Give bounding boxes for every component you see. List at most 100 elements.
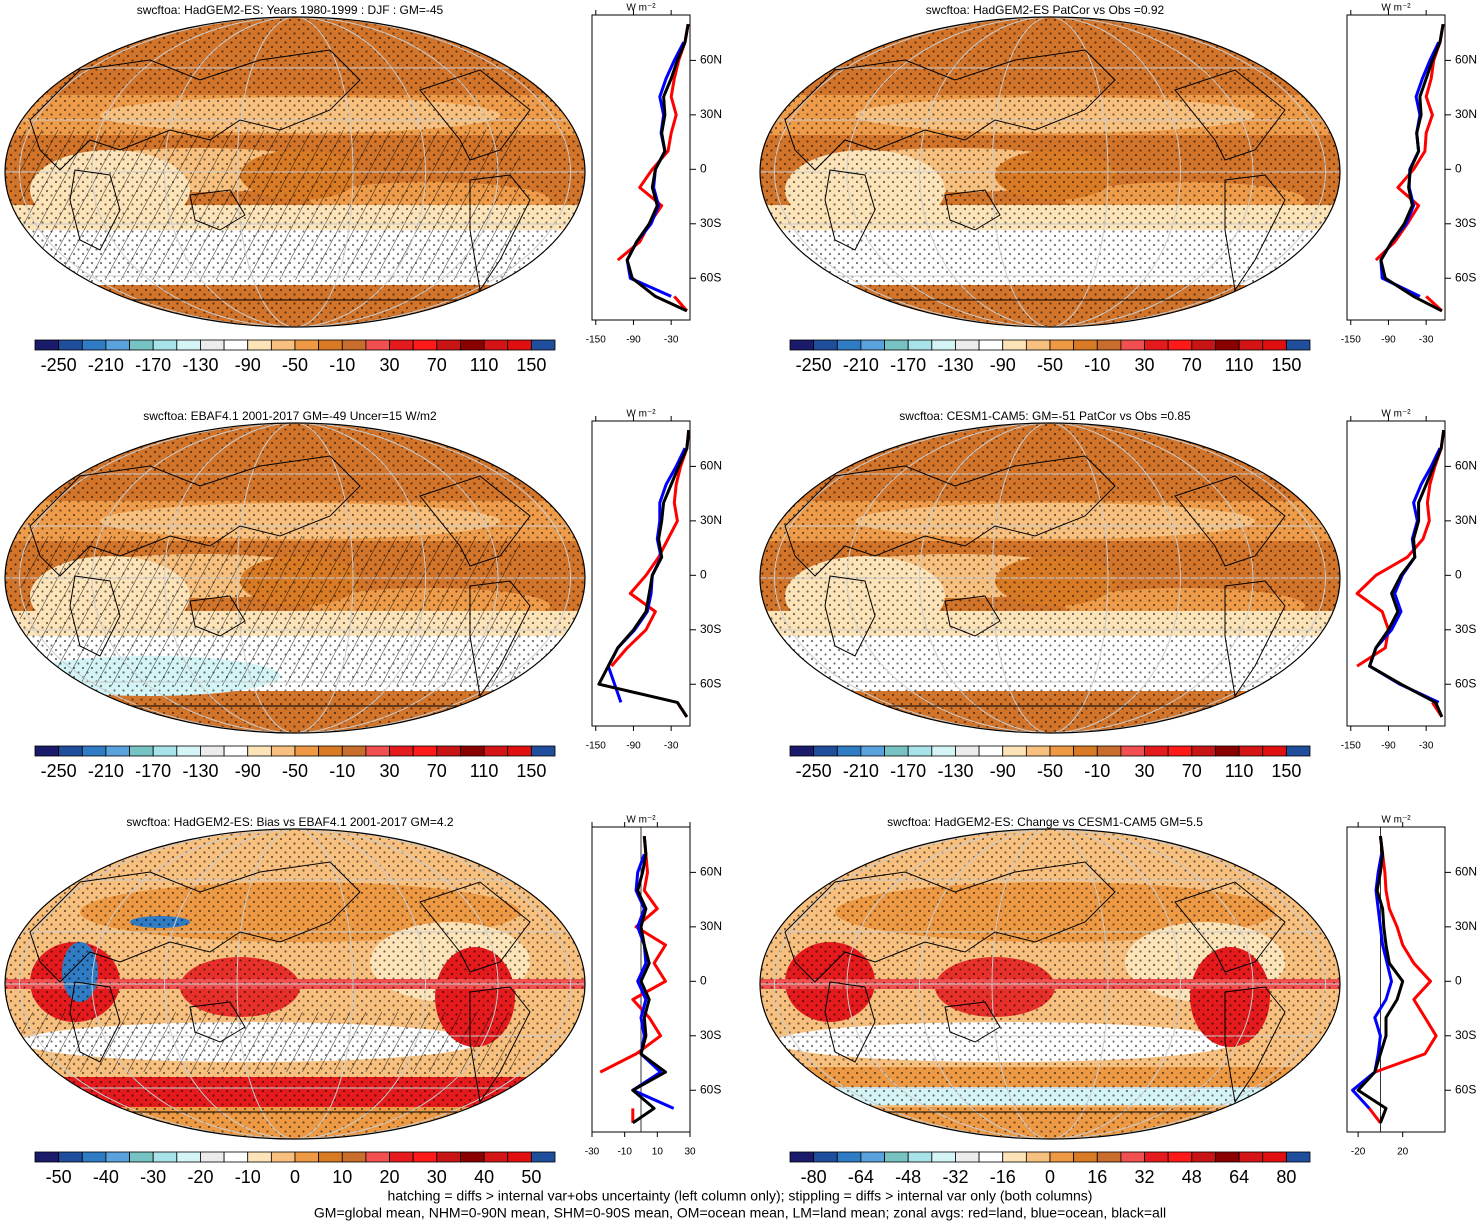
colorbar-box [978, 1151, 1004, 1163]
colorbar-box [1167, 745, 1193, 757]
y-tick-label: 0 [700, 973, 707, 987]
map [760, 17, 1340, 327]
colorbar-box [1238, 339, 1264, 351]
y-tick-label: 60S [700, 676, 721, 690]
y-tick-label: 30N [1455, 919, 1477, 933]
graticule [991, 423, 1109, 733]
graticule [236, 423, 354, 733]
graticule [19, 17, 571, 327]
colorbar-label: 30 [380, 761, 400, 781]
colorbar-box [152, 745, 178, 757]
colorbar-box [58, 339, 83, 351]
colorbar-label: -170 [135, 761, 171, 781]
colorbar-box [1167, 1151, 1193, 1163]
coastline [1224, 986, 1286, 1104]
y-tick-label: 0 [700, 567, 707, 581]
x-tick-label: -150 [586, 741, 606, 752]
colorbar-box [105, 745, 130, 757]
colorbar-box [200, 745, 225, 757]
colorbar-box [152, 339, 178, 351]
colorbar-box [1120, 339, 1145, 351]
y-tick-label: 60N [700, 459, 722, 473]
colorbar-label: -170 [890, 355, 926, 375]
colorbar-label: -32 [942, 1167, 968, 1187]
graticule [774, 829, 1326, 1139]
y-tick-label: 60S [1455, 676, 1476, 690]
colorbar-box [1167, 339, 1193, 351]
colorbar-label: 150 [1271, 355, 1301, 375]
colorbar-label: -10 [1084, 355, 1110, 375]
colorbar-box [294, 745, 320, 757]
x-tick-label: -90 [626, 741, 641, 752]
y-tick-label: 0 [1455, 161, 1462, 175]
colorbar-label: -64 [848, 1167, 874, 1187]
colorbar-label: -250 [41, 355, 77, 375]
colorbar-label: -90 [235, 761, 261, 781]
colorbar-box [176, 1151, 201, 1163]
coastline [29, 455, 361, 577]
colorbar-box [1191, 339, 1216, 351]
colorbar-box [1262, 745, 1287, 757]
colorbar-box [105, 1151, 130, 1163]
x-tick-label: -150 [1341, 741, 1361, 752]
zonal-mean-line [1368, 835, 1438, 1124]
x-tick-label: -30 [1419, 335, 1434, 346]
colorbar-box [270, 745, 296, 757]
colorbar-box [129, 339, 154, 351]
coastline [1224, 174, 1286, 292]
colorbar-label: 32 [1135, 1167, 1155, 1187]
colorbar-label: -10 [329, 355, 355, 375]
y-tick-label: 30N [700, 919, 722, 933]
panel-title: swcftoa: HadGEM2-ES: Years 1980-1999 : D… [137, 3, 444, 17]
colorbar-box [81, 745, 107, 757]
footer-line: GM=global mean, NHM=0-90N mean, SHM=0-90… [314, 1205, 1166, 1221]
colorbar-box [1262, 339, 1287, 351]
colorbar-box [530, 339, 556, 351]
y-tick-label: 30N [700, 513, 722, 527]
coastline [944, 595, 1001, 637]
map [760, 829, 1340, 1139]
colorbar-label: -50 [46, 1167, 72, 1187]
colorbar-label: -90 [990, 355, 1016, 375]
colorbar-box [860, 339, 885, 351]
y-tick-label: 60S [1455, 270, 1476, 284]
colorbar-label: -250 [796, 355, 832, 375]
colorbar-label: 30 [1135, 761, 1155, 781]
colorbar-label: 40 [474, 1167, 494, 1187]
y-tick-label: 60S [700, 1082, 721, 1096]
colorbar-box [884, 339, 909, 351]
x-tick-label: -150 [1341, 335, 1361, 346]
x-tick-label: -150 [586, 335, 606, 346]
colorbar-box [530, 745, 556, 757]
colorbar-label: -250 [796, 761, 832, 781]
colorbar-box [1215, 339, 1240, 351]
colorbar-label: 0 [290, 1167, 300, 1187]
zonal-mean-line [1368, 429, 1446, 718]
colorbar-box [1096, 339, 1122, 351]
colorbar-box [1144, 1151, 1169, 1163]
colorbar-box [247, 1151, 272, 1163]
colorbar-box [152, 1151, 178, 1163]
zonal-mean-line [631, 835, 667, 1125]
colorbar-label: -50 [1037, 761, 1063, 781]
colorbar-box [436, 745, 461, 757]
coastline [469, 174, 531, 292]
colorbar-label: -30 [140, 1167, 166, 1187]
y-tick-label: 60N [700, 53, 722, 67]
colorbar-box [860, 745, 885, 757]
coastline [419, 881, 531, 973]
colorbar-box [1002, 1151, 1027, 1163]
x-axis-label: W m⁻² [1381, 3, 1411, 14]
profile-frame [591, 420, 691, 727]
colorbar-box [270, 1151, 296, 1163]
colorbar-label: -16 [990, 1167, 1016, 1187]
colorbar-box [860, 1151, 885, 1163]
colorbar-box [58, 745, 83, 757]
colorbar-box [884, 745, 909, 757]
colorbar-box [105, 339, 130, 351]
colorbar-box [389, 339, 414, 351]
colorbar-box [1262, 1151, 1287, 1163]
colorbar-box [1120, 745, 1145, 757]
colorbar-box [436, 339, 461, 351]
colorbar-box [1285, 745, 1311, 757]
